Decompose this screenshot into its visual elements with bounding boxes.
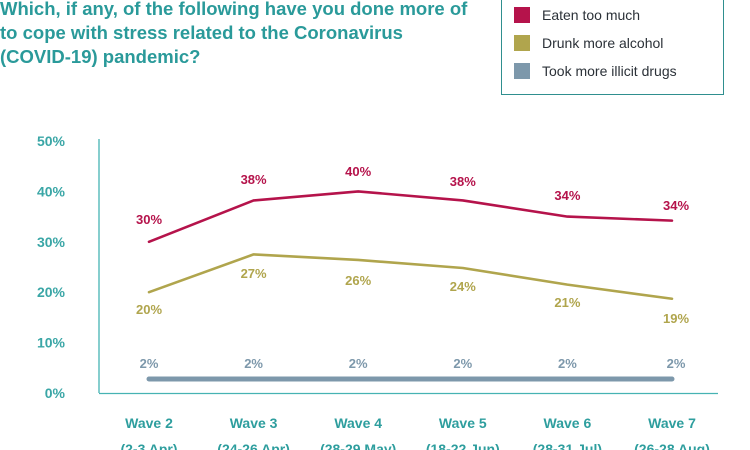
- data-label: 2%: [140, 356, 159, 371]
- data-label: 34%: [663, 198, 689, 213]
- legend-swatch-eaten-too-much: [514, 7, 530, 23]
- y-tick-label: 0%: [45, 385, 66, 401]
- data-label: 38%: [241, 172, 267, 187]
- series-line-drunk-more-alcohol: [147, 253, 674, 301]
- x-tick-date: (2-3 Apr): [120, 441, 177, 450]
- data-label: 2%: [558, 356, 577, 371]
- x-axis: Wave 2 (2-3 Apr) Wave 3 (24-26 Apr) Wave 4 (2…: [99, 392, 718, 450]
- y-tick-label: 30%: [37, 234, 66, 250]
- x-tick-label: Wave 7: [648, 415, 696, 431]
- series-lines: [146, 190, 675, 382]
- x-tick-date: (28-31 Jul): [533, 441, 602, 450]
- x-tick-date: (18-22 Jun): [426, 441, 500, 450]
- y-axis: 0% 10% 20% 30% 40% 50%: [37, 133, 100, 401]
- data-label: 19%: [663, 311, 689, 326]
- legend-item-took-more-illicit-drugs: Took more illicit drugs: [514, 61, 677, 81]
- x-tick-label: Wave 4: [334, 415, 382, 431]
- data-label: 24%: [450, 279, 476, 294]
- data-label: 2%: [349, 356, 368, 371]
- y-tick-label: 10%: [37, 335, 66, 351]
- data-label: 20%: [136, 302, 162, 317]
- data-label: 40%: [345, 164, 371, 179]
- data-labels: 30% 38% 40% 38% 34% 34% 20% 27% 26% 24% 21% 19% 2% 2%…: [136, 164, 689, 371]
- legend-swatch-took-more-illicit-drugs: [514, 63, 530, 79]
- legend-swatch-drunk-more-alcohol: [514, 35, 530, 51]
- series-line-eaten-too-much: [147, 190, 674, 244]
- legend: Eaten too much Drunk more alcohol Took m…: [501, 0, 724, 95]
- x-tick-label: Wave 5: [439, 415, 487, 431]
- chart-title: Which, if any, of the following have you…: [0, 0, 468, 67]
- x-tick-label: Wave 3: [230, 415, 278, 431]
- data-label: 26%: [345, 273, 371, 288]
- x-tick-label: Wave 6: [544, 415, 592, 431]
- data-label: 38%: [450, 174, 476, 189]
- y-tick-label: 20%: [37, 284, 66, 300]
- data-label: 21%: [554, 295, 580, 310]
- x-tick-label: Wave 2: [125, 415, 173, 431]
- y-tick-label: 40%: [37, 183, 66, 199]
- legend-label-took-more-illicit-drugs: Took more illicit drugs: [542, 63, 677, 79]
- x-tick-date: (26-28 Aug): [634, 441, 710, 450]
- legend-item-eaten-too-much: Eaten too much: [514, 5, 640, 25]
- legend-label-drunk-more-alcohol: Drunk more alcohol: [542, 35, 664, 51]
- data-label: 2%: [244, 356, 263, 371]
- legend-item-drunk-more-alcohol: Drunk more alcohol: [514, 33, 663, 53]
- x-tick-date: (28-29 May): [320, 441, 396, 450]
- y-tick-label: 50%: [37, 133, 66, 149]
- data-label: 30%: [136, 212, 162, 227]
- data-label: 2%: [453, 356, 472, 371]
- legend-label-eaten-too-much: Eaten too much: [542, 7, 641, 23]
- x-tick-date: (24-26 Apr): [217, 441, 290, 450]
- data-label: 2%: [667, 356, 686, 371]
- data-label: 34%: [554, 188, 580, 203]
- data-label: 27%: [241, 266, 267, 281]
